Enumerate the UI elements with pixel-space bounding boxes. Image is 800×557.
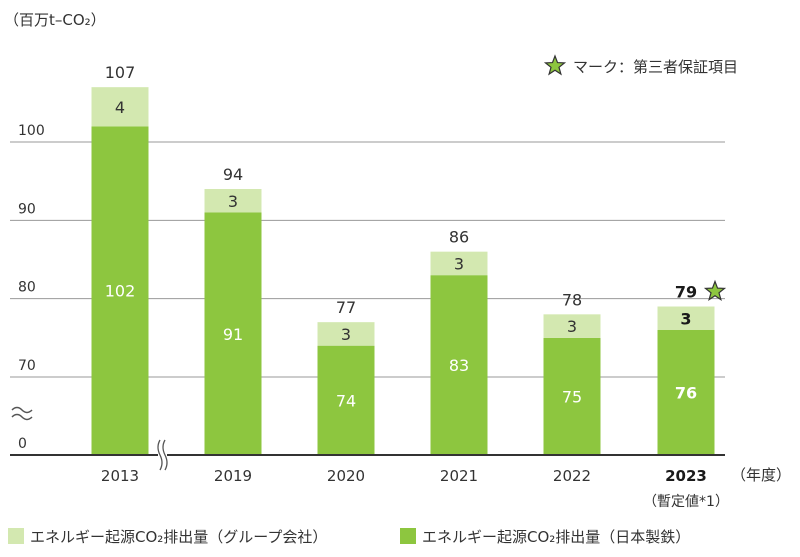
data-label-total: 77 (336, 298, 356, 317)
y-tick-label: 100 (18, 123, 45, 139)
x-tick-label: 2021 (440, 467, 478, 485)
legend-swatch (400, 528, 416, 544)
legend-item-nippon-steel: エネルギー起源CO₂排出量（日本製鉄） (400, 528, 690, 546)
bar-nippon-steel (204, 212, 262, 455)
y-axis-break-icon (11, 406, 33, 421)
data-label-total: 107 (105, 63, 136, 82)
x-axis-break-icon (157, 439, 168, 471)
y-tick-label: 70 (18, 358, 36, 374)
note-text: マーク：第三者保証項目 (573, 58, 738, 76)
x-tick-label: 2019 (214, 467, 252, 485)
data-label-group-companies: 3 (228, 192, 238, 211)
bar-group-companies (657, 306, 715, 330)
x-tick-label: 2020 (327, 467, 365, 485)
data-label-group-companies: 4 (115, 98, 125, 117)
unit-label: （百万t–CO₂） (4, 11, 106, 29)
bar-group-companies (204, 189, 262, 213)
bar-group-companies (91, 87, 149, 127)
bar-group-companies (317, 322, 375, 346)
star-icon (703, 279, 727, 301)
y-tick-label: 90 (18, 201, 36, 217)
bar-nippon-steel (430, 275, 488, 455)
legend-swatch (8, 528, 24, 544)
data-label-group-companies: 3 (341, 325, 351, 344)
data-label-nippon-steel: 74 (336, 391, 356, 410)
x-tick-label: 2013 (101, 467, 139, 485)
legend-label: エネルギー起源CO₂排出量（グループ会社） (30, 528, 327, 546)
legend: エネルギー起源CO₂排出量（グループ会社） エネルギー起源CO₂排出量（日本製鉄） (8, 528, 690, 546)
data-label-nippon-steel: 91 (223, 325, 243, 344)
data-label-nippon-steel: 102 (105, 282, 136, 301)
data-label-group-companies: 3 (454, 254, 464, 273)
x-tick-label: 2023 (665, 467, 707, 485)
note: マーク：第三者保証項目 (543, 54, 738, 76)
data-label-total: 94 (223, 165, 243, 184)
bar-group-companies (543, 314, 601, 338)
data-label-nippon-steel: 83 (449, 356, 469, 375)
data-label-nippon-steel: 76 (675, 384, 697, 403)
data-label-group-companies: 3 (567, 317, 577, 336)
y-tick-label: 0 (18, 436, 27, 452)
data-label-total: 86 (449, 228, 469, 247)
x-axis-unit: （年度） (731, 466, 791, 484)
legend-item-group-companies: エネルギー起源CO₂排出量（グループ会社） (8, 528, 327, 546)
data-label-total: 78 (562, 290, 582, 309)
x-tick-sublabel: （暫定値*1） (643, 494, 729, 510)
bar-nippon-steel (317, 345, 375, 455)
x-tick-label: 2022 (553, 467, 591, 485)
bar-nippon-steel (543, 337, 601, 455)
bar-nippon-steel (91, 126, 149, 455)
bar-group-companies (430, 251, 488, 276)
data-label-total: 79 (675, 283, 697, 302)
star-icon (543, 54, 567, 76)
data-label-group-companies: 3 (680, 309, 691, 328)
data-label-nippon-steel: 75 (562, 387, 582, 406)
bar-nippon-steel (657, 330, 715, 455)
legend-label: エネルギー起源CO₂排出量（日本製鉄） (422, 528, 690, 546)
y-tick-label: 80 (18, 280, 36, 296)
